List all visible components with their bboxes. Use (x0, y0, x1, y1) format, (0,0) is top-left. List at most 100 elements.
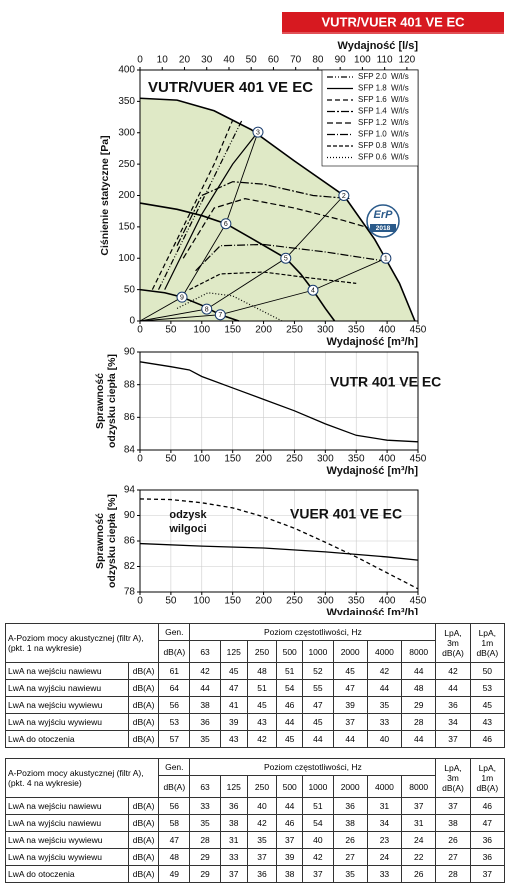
header-frequency: 250 (246, 775, 278, 798)
table-value: 42 (246, 814, 278, 832)
header-frequency: 1000 (302, 775, 334, 798)
header-frequency: 500 (276, 775, 304, 798)
x-tick-label: 100 (193, 325, 210, 336)
table-value: 43 (219, 730, 248, 748)
table-value: 36 (332, 797, 368, 815)
sound-table: A-Poziom mocy akustycznej (filtr A), (pk… (4, 623, 506, 748)
table-value: 37 (435, 797, 471, 815)
header-frequency: 125 (219, 775, 248, 798)
x-tick-label: 350 (348, 596, 365, 607)
point-label: 4 (311, 288, 315, 295)
line-series (176, 181, 351, 246)
table-value: 38 (332, 814, 368, 832)
x-tick-label: 350 (348, 454, 365, 465)
badge-band (370, 224, 396, 232)
table-value: 36 (469, 848, 506, 866)
table-value: 34 (435, 713, 471, 731)
table-value: 45 (302, 713, 334, 731)
table-value: 44 (435, 679, 471, 697)
point-label: 9 (180, 294, 184, 301)
table-value: 43 (246, 713, 278, 731)
legend-unit: W/l/s (391, 118, 409, 127)
table-value: 36 (469, 831, 506, 849)
y-tick-label: 100 (118, 253, 135, 264)
x-tick-label: 450 (410, 454, 427, 465)
table-value: 51 (246, 679, 278, 697)
table-value: 37 (246, 848, 278, 866)
x2-tick-label: 110 (377, 55, 393, 66)
point-label: 3 (256, 129, 260, 136)
table-row: LwA na wejściu nawiewu dB(A) 61 42 45 48 51 52 4… (5, 662, 506, 680)
table-value: 23 (366, 831, 403, 849)
header-gen-unit: dB(A) (158, 775, 191, 798)
x-tick-label: 200 (255, 596, 272, 607)
table-value: 40 (366, 730, 403, 748)
table-value: 35 (366, 696, 403, 714)
x-tick-label: 450 (410, 325, 427, 336)
line-series (151, 119, 234, 290)
legend-label: SFP 0.6 (358, 153, 387, 162)
table-value: 27 (435, 848, 471, 866)
table-value: 36 (435, 696, 471, 714)
point-label: 6 (224, 221, 228, 228)
table-value: 29 (189, 848, 221, 866)
x-tick-label: 400 (379, 596, 396, 607)
line-series (139, 97, 416, 322)
line-series (176, 292, 283, 322)
x2-tick-label: 20 (179, 55, 191, 66)
table-title: A-Poziom mocy akustycznej (filtr A), (pk… (4, 623, 160, 663)
y-axis-title: odzysku ciepła [%] (106, 494, 118, 588)
row-unit: dB(A) (127, 848, 160, 866)
row-unit: dB(A) (127, 662, 160, 680)
table-value: 54 (302, 814, 334, 832)
table-value: 46 (469, 797, 506, 815)
header-title: VUTR/VUER 401 VE EC (321, 14, 465, 29)
header-frequency: 63 (189, 775, 221, 798)
point-label: 1 (384, 256, 388, 263)
table-value: 47 (302, 696, 334, 714)
table-row: A-Poziom mocy akustycznej (filtr A), (pk… (4, 623, 506, 663)
operating-point (176, 291, 188, 303)
legend-unit: W/l/s (391, 107, 409, 116)
x2-tick-label: 60 (268, 55, 280, 66)
table-value: 53 (158, 713, 191, 731)
operating-point (380, 252, 392, 264)
legend-unit: W/l/s (391, 84, 409, 93)
legend-unit: W/l/s (391, 141, 409, 150)
row-label: LwA do otoczenia (5, 730, 129, 748)
header-frequency: 125 (219, 640, 248, 663)
row-label: LwA na wyjściu wywiewu (5, 848, 129, 866)
legend-label: SFP 1.8 (358, 84, 387, 93)
row-label: LwA na wejściu wywiewu (5, 696, 129, 714)
x-tick-label: 450 (410, 596, 427, 607)
y-axis-title: Sprawność (94, 373, 106, 429)
y-tick-label: 350 (118, 96, 135, 107)
table-value: 26 (435, 831, 471, 849)
y-axis-title: Sprawność (94, 513, 106, 569)
y-tick-label: 150 (118, 222, 135, 233)
x2-tick-label: 120 (399, 55, 416, 66)
table-value: 39 (276, 848, 304, 866)
table-value: 35 (189, 730, 221, 748)
table-value: 42 (435, 662, 471, 680)
row-unit: dB(A) (127, 713, 160, 731)
table-row: LwA na wejściu wywiewu dB(A) 47 28 31 35 37 40 2… (5, 831, 506, 849)
table-value: 24 (401, 831, 437, 849)
x2-tick-label: 100 (354, 55, 371, 66)
x-tick-label: 0 (137, 596, 143, 607)
table-row: LwA na wejściu nawiewu dB(A) 56 33 36 40 44 51 3… (5, 797, 506, 815)
table-value: 51 (302, 797, 334, 815)
line-series (182, 198, 388, 259)
table-value: 31 (219, 831, 248, 849)
header-freq: Poziom częstotliwości, Hz (189, 623, 437, 641)
row-label: LwA na wejściu nawiewu (5, 797, 129, 815)
table-value: 64 (158, 679, 191, 697)
x2-tick-label: 40 (223, 55, 235, 66)
header-frequency: 250 (246, 640, 278, 663)
x-tick-label: 150 (224, 325, 241, 336)
x-tick-label: 200 (255, 325, 272, 336)
table-row: LwA na wyjściu wywiewu dB(A) 53 36 39 43 44 45 3… (5, 713, 506, 731)
x-tick-label: 250 (286, 596, 303, 607)
point-label: 7 (218, 312, 222, 319)
